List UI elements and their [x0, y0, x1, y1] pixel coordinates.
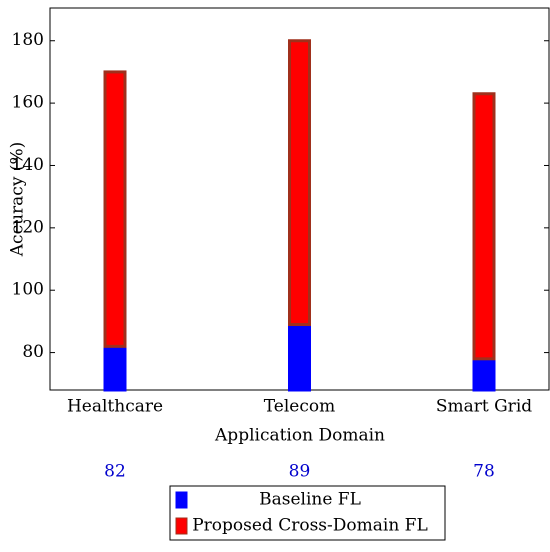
y-tick-label: 180	[12, 30, 44, 50]
bar	[288, 323, 311, 392]
legend-swatch	[175, 491, 188, 509]
x-tick-label: Healthcare	[67, 397, 163, 417]
y-tick-label: 120	[12, 217, 44, 237]
x-axis-label: Application Domain	[214, 426, 385, 446]
x-tick-label: Smart Grid	[436, 397, 532, 417]
y-tick-label: 140	[12, 155, 44, 175]
bar	[472, 357, 496, 392]
data-label: 89	[289, 462, 311, 482]
bar	[103, 70, 127, 348]
data-label: 78	[473, 462, 495, 482]
legend-label: Baseline FL	[259, 490, 361, 510]
x-tick-label: Telecom	[264, 397, 335, 417]
y-tick-label: 160	[12, 93, 44, 113]
data-label: 82	[104, 462, 126, 482]
bar	[472, 92, 496, 361]
y-axis-label: Accuracy (%)	[8, 142, 28, 257]
bar	[103, 344, 127, 392]
legend-swatch	[175, 517, 188, 535]
y-tick-label: 100	[12, 280, 44, 300]
bar	[288, 39, 311, 327]
y-tick-label: 80	[22, 342, 44, 362]
legend-label: Proposed Cross-Domain FL	[192, 516, 428, 536]
legend-box	[169, 485, 446, 541]
